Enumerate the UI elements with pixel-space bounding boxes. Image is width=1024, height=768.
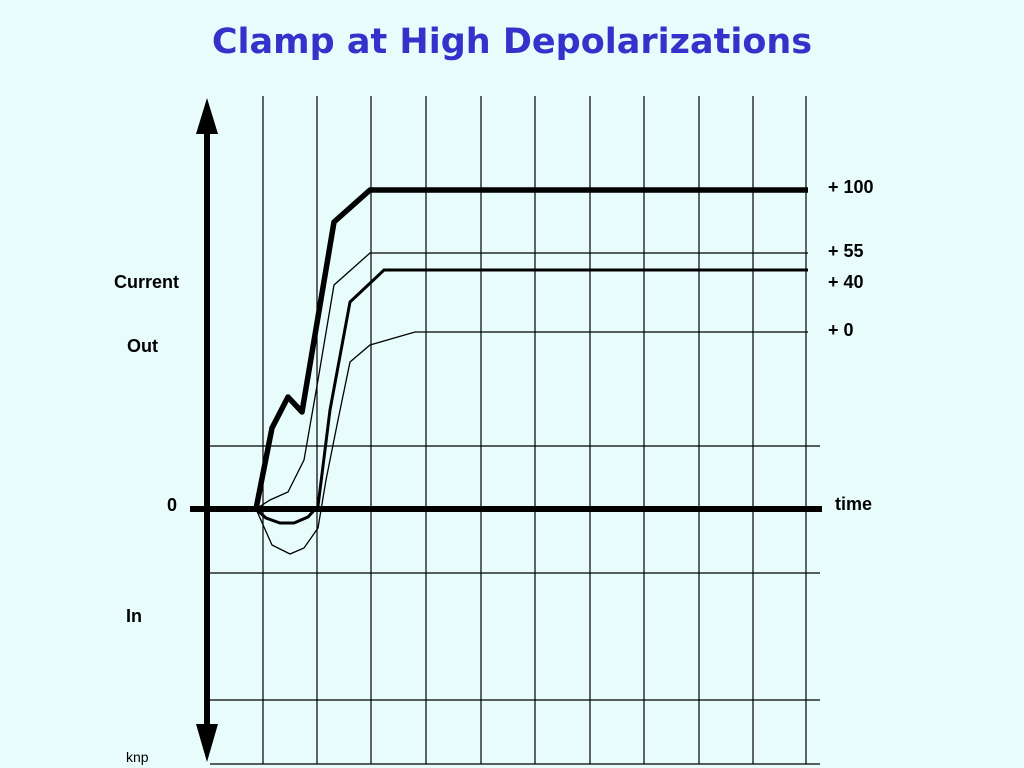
curve-label-plus-0: + 0 [828,320,854,340]
current-axis [196,98,218,762]
grid [210,96,820,765]
curve-label-plus-100: + 100 [828,177,874,197]
label-time: time [835,494,872,514]
label-out: Out [127,336,158,356]
arrow-down-icon [196,724,218,762]
curve-plus-0 [255,331,808,555]
curve-plus-100 [253,187,808,510]
label-current: Current [114,272,179,292]
curve-plus-40 [254,268,808,525]
label-author: knp [126,749,149,765]
label-in: In [126,606,142,626]
label-zero: 0 [167,495,177,515]
curve-plus-55 [255,252,808,510]
arrow-up-icon [196,98,218,134]
curve-label-plus-40: + 40 [828,272,864,292]
curve-label-plus-55: + 55 [828,241,864,261]
slide-title: Clamp at High Depolarizations [211,22,813,62]
